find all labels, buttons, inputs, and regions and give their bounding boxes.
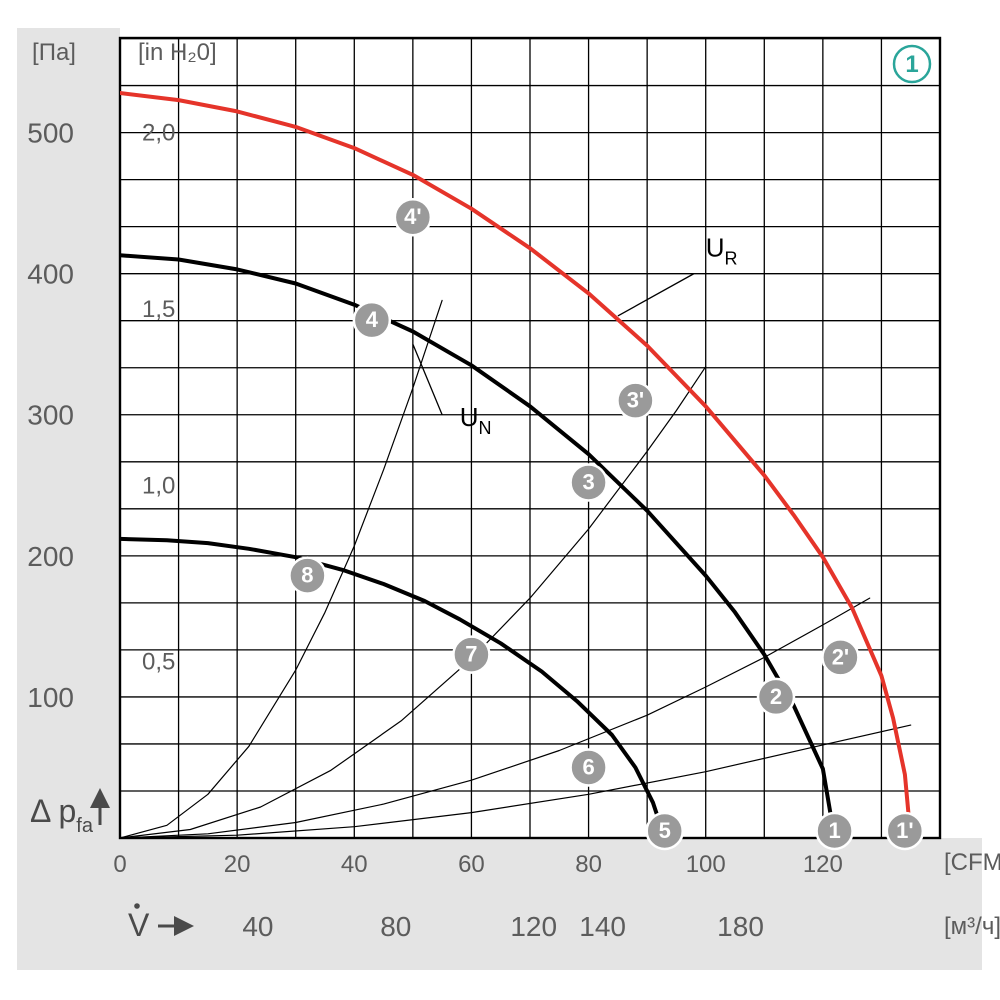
y-tick-label: 100 [27,682,74,713]
x-cfm-tick-label: 100 [686,851,726,878]
x-cfm-tick-label: 120 [803,851,843,878]
y2-tick-label: 0,5 [142,649,175,676]
x-cfm-tick-label: 20 [224,851,251,878]
marker-label-1p: 1' [896,818,913,843]
x-cfm-tick-label: 60 [458,851,485,878]
x-m3h-tick-label: 40 [242,911,273,942]
x-m3h-tick-label: 120 [510,911,557,942]
marker-label-7: 7 [465,642,477,667]
x-m3h-tick-label: 80 [380,911,411,942]
y2-tick-label: 2,0 [142,120,175,147]
marker-label-8: 8 [301,563,313,588]
y2-unit: [in H₂0] [138,39,217,66]
marker-label-6: 6 [582,754,594,779]
x-m3h-unit: [м³/ч] [944,913,1000,940]
chart-badge-label: 1 [905,51,918,78]
x-m3h-tick-label: 180 [717,911,764,942]
y2-tick-label: 1,0 [142,472,175,499]
marker-label-2p: 2' [832,644,849,669]
marker-label-3p: 3' [627,388,644,413]
x-cfm-tick-label: 0 [113,851,126,878]
marker-label-4: 4 [366,307,379,332]
y-unit-pa: [Па] [32,39,76,66]
marker-label-2: 2 [770,684,782,709]
x-cfm-tick-label: 40 [341,851,368,878]
x-m3h-tick-label: 140 [579,911,626,942]
y-tick-label: 500 [27,118,74,149]
y-tick-label: 300 [27,400,74,431]
marker-label-4p: 4' [404,204,421,229]
marker-label-3: 3 [582,469,594,494]
x-cfm-tick-label: 80 [575,851,602,878]
y2-tick-label: 1,5 [142,296,175,323]
marker-label-5: 5 [659,818,671,843]
x-axis-label: V [128,907,150,943]
x-cfm-unit: [CFM] [944,849,1000,876]
v-dot [134,903,140,909]
y-tick-label: 200 [27,541,74,572]
marker-label-1: 1 [828,818,840,843]
y-tick-label: 400 [27,259,74,290]
fan-performance-chart: 100200300400500[Па]0,51,01,52,0[in H₂0]Δ… [0,0,1000,1000]
